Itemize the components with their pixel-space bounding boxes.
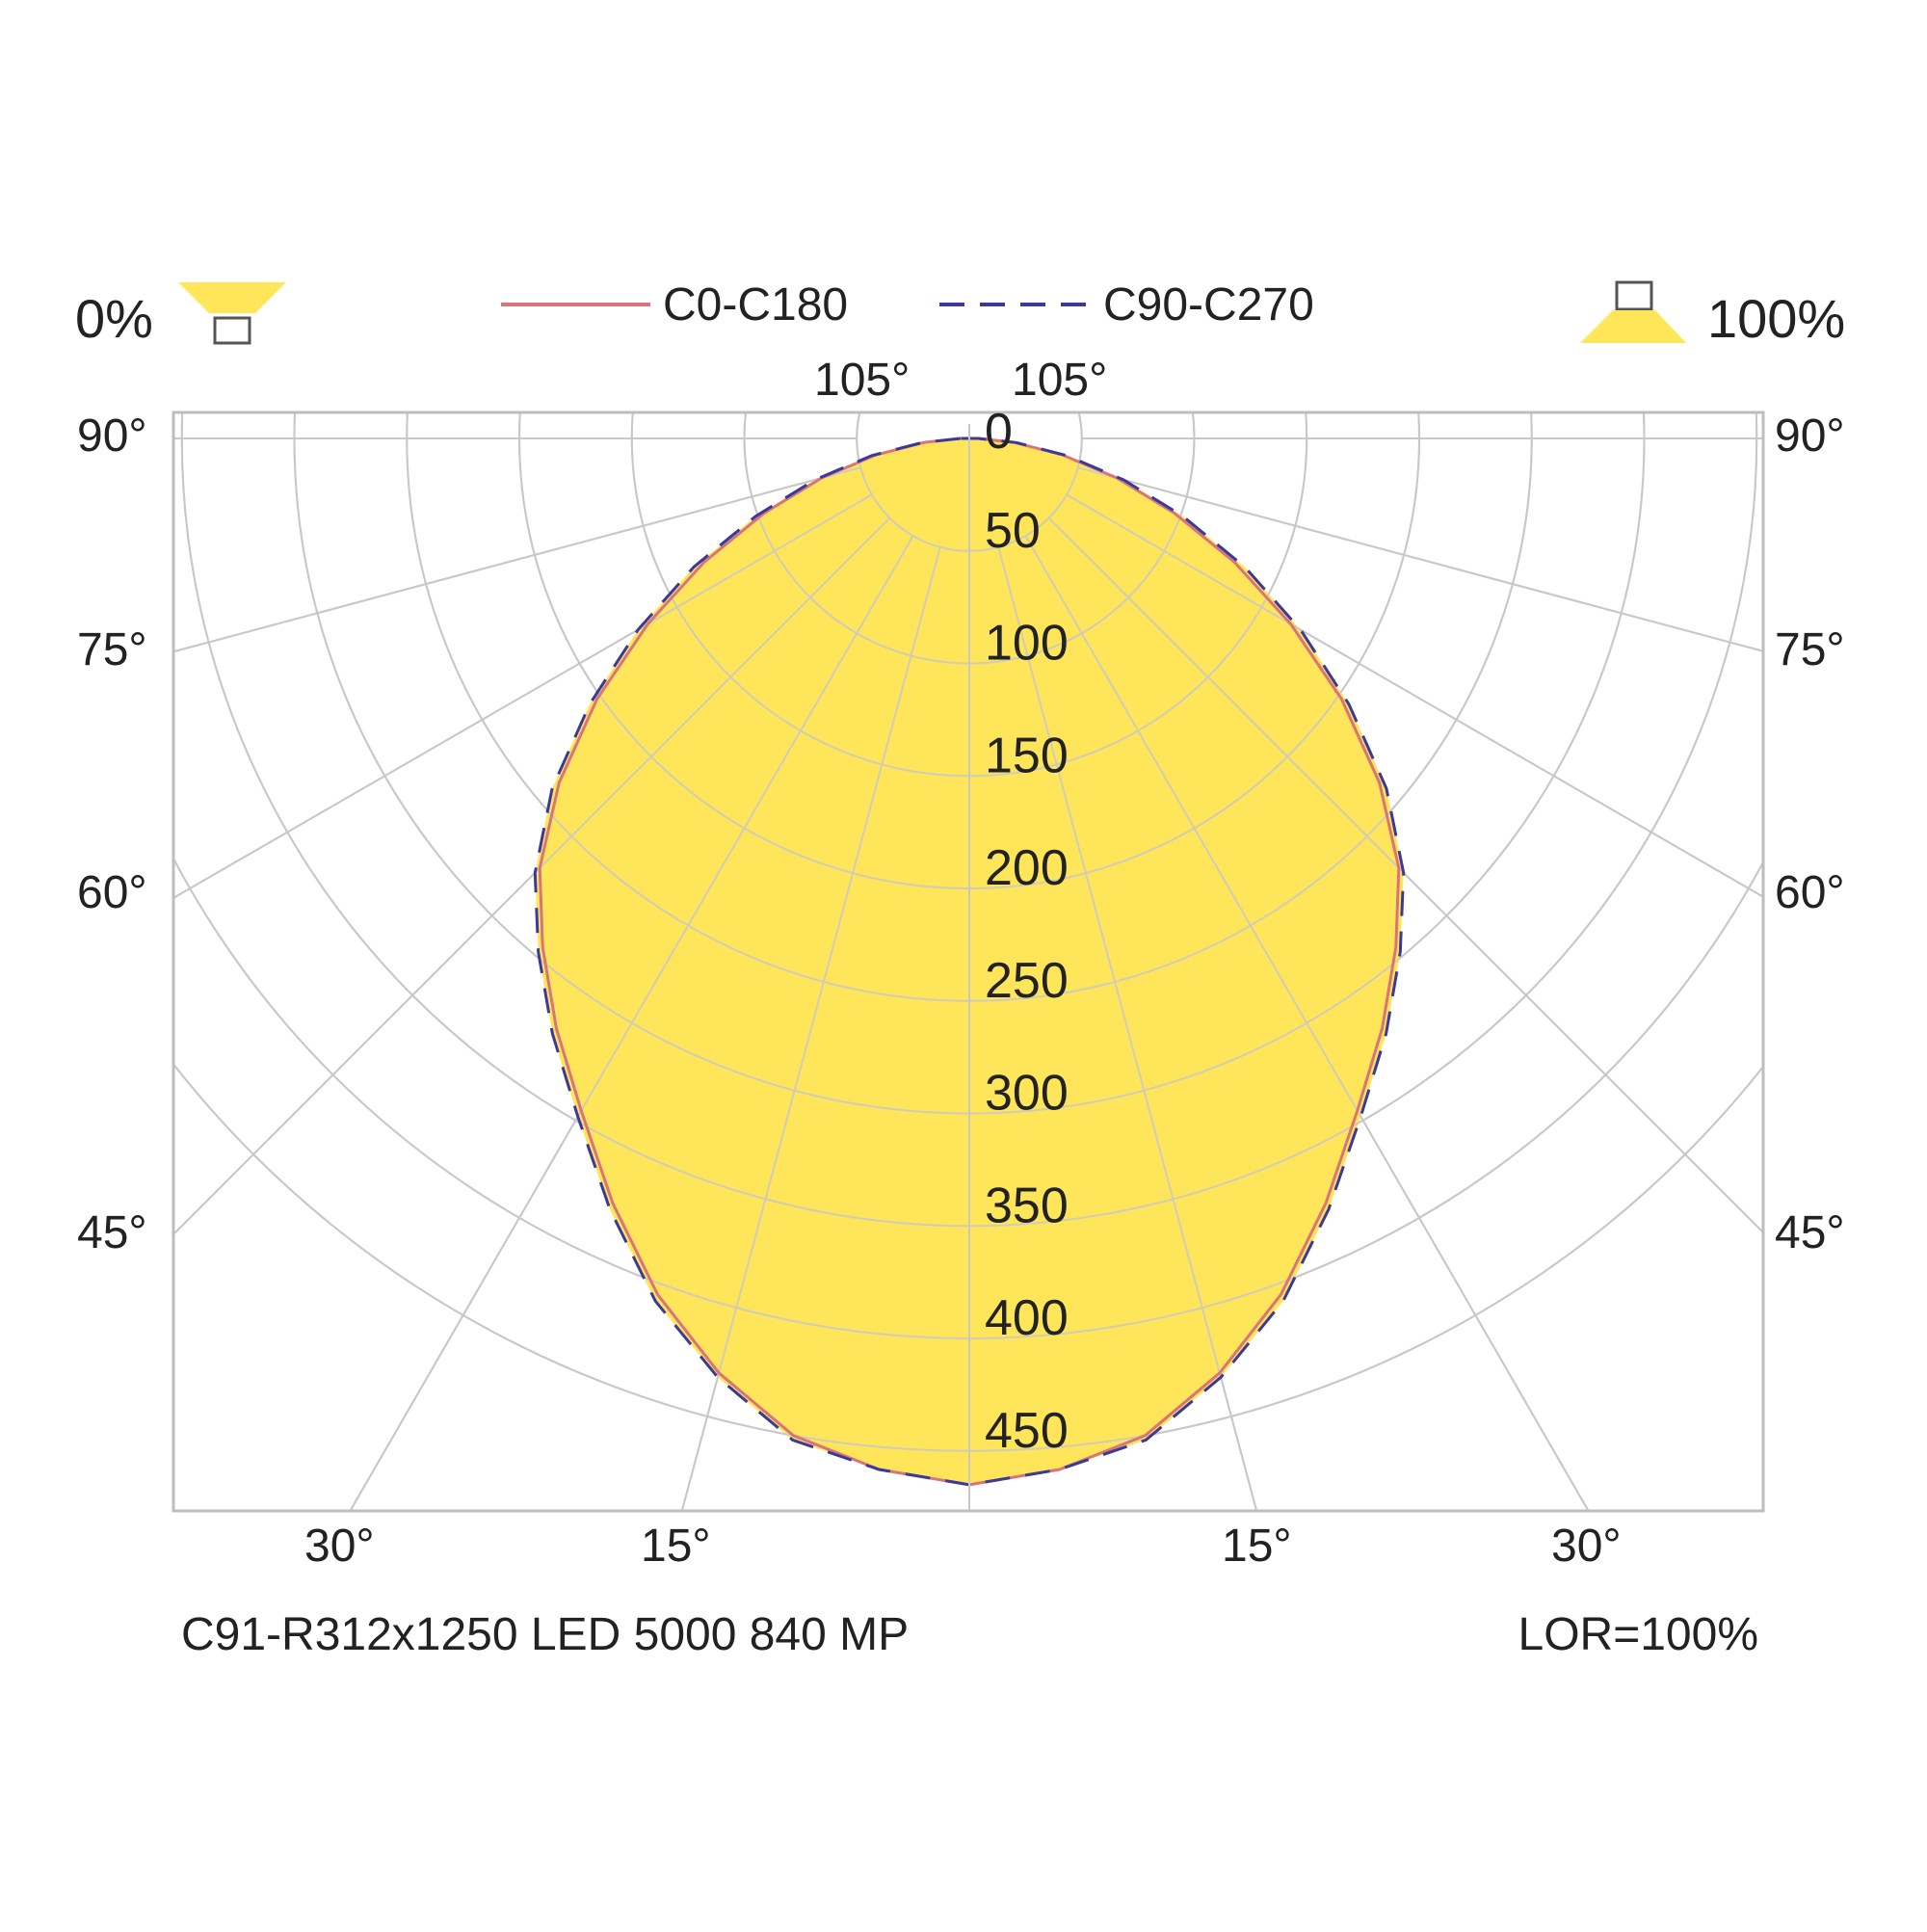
grid-overlay-spoke-15-right [997,546,1258,1511]
grid-spoke-105-right [1078,90,1927,410]
grid-overlay-spoke-60-right [1066,493,1763,898]
angle-label-left-90: 90° [77,410,147,462]
angle-label-right-60: 60° [1775,867,1845,918]
grid-spoke-105-left [0,90,860,410]
radial-tick-label: 150 [985,728,1069,783]
product-name: C91-R312x1250 LED 5000 840 MP [181,1609,909,1660]
legend-downlight-icon [178,282,286,345]
lor-value: LOR=100% [1518,1609,1759,1660]
radial-tick-label: 200 [985,840,1069,896]
curve-layer [0,90,1927,1511]
angle-label-bottom-15-right: 15° [1222,1521,1292,1572]
radial-tick-label: 0 [985,404,1013,460]
angle-label-right-45: 45° [1775,1207,1845,1258]
radial-tick-label: 250 [985,953,1069,1009]
radial-tick-label: 400 [985,1290,1069,1346]
grid-overlay-spoke-75-left [173,466,861,653]
radial-tick-label: 50 [985,503,1041,559]
angle-label-top-right: 105° [1012,355,1107,406]
angle-label-right-90: 90° [1775,410,1845,462]
legend-c90-label: C90-C270 [1103,279,1314,331]
plot-frame [172,410,1765,1513]
legend-c0-label: C0-C180 [663,279,848,331]
legend-right-percent: 100% [1707,288,1845,349]
grid-overlay-spoke-30-left [349,535,914,1511]
angle-label-left-75: 75° [77,624,147,675]
radial-tick-label: 300 [985,1066,1069,1122]
grid-overlay-spoke-75-right [1077,466,1763,652]
angle-label-bottom-15-left: 15° [641,1521,711,1572]
radial-tick-label: 450 [985,1403,1069,1459]
grid-overlay-spoke-105-right [1078,90,1927,410]
radial-tick-label: 100 [985,616,1069,672]
legend-uplight-icon [1580,280,1686,343]
angle-label-bottom-30-right: 30° [1551,1521,1622,1572]
radial-tick-label: 350 [985,1178,1069,1233]
radial-tick-labels: 0 50 100 150 200 250 300 350 400 450 [985,404,1069,1459]
angle-label-left-60: 60° [77,867,147,918]
grid-overlay-spoke-15-left [680,546,941,1511]
grid-overlay-spoke-60-left [173,493,873,900]
series-line-c90-c270 [533,437,1406,1487]
angle-label-left-45: 45° [77,1207,147,1258]
series-line-c0-c180 [538,437,1401,1487]
grid-overlay-spoke-105-left [0,90,860,410]
angle-label-bottom-30-left: 30° [304,1521,375,1572]
angle-label-top-left: 105° [814,355,910,406]
grid-overlay-spoke-30-right [1024,535,1590,1511]
angle-label-right-75: 75° [1775,624,1845,675]
grid-overlay-spoke-45-right [1047,516,1763,1234]
legend-left-percent: 0% [75,288,153,349]
grid-overlay-spoke-45-left [173,516,891,1236]
